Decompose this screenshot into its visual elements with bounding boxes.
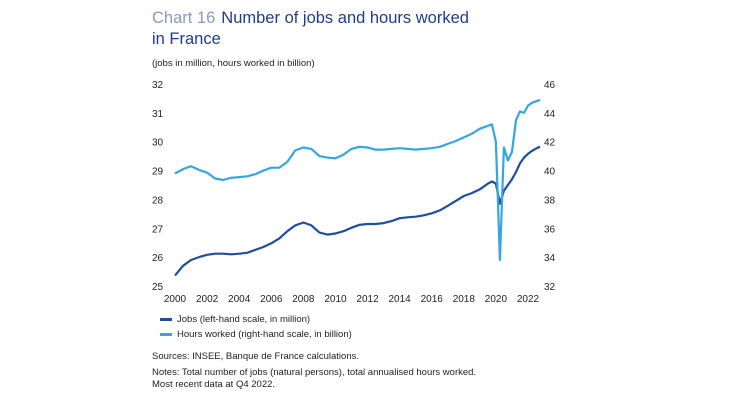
y-left-tick: 32 <box>152 80 164 91</box>
y-left-tick: 26 <box>152 253 164 264</box>
legend-label-jobs: Jobs (left-hand scale, in million) <box>177 314 311 325</box>
legend: Jobs (left-hand scale, in million) Hours… <box>160 312 352 342</box>
chart-title: Chart 16 Number of jobs and hours worked … <box>152 8 482 50</box>
y-left-tick: 30 <box>152 138 164 149</box>
legend-swatch-hours <box>160 333 172 336</box>
x-tick: 2008 <box>292 294 315 305</box>
chart-title-text: Number of jobs and hours worked in Franc… <box>152 9 469 48</box>
y-right-tick: 34 <box>544 253 556 264</box>
y-right-tick: 36 <box>544 224 556 235</box>
x-tick: 2022 <box>517 294 540 305</box>
chart-footnotes: Sources: INSEE, Banque de France calcula… <box>152 351 476 391</box>
y-left-tick: 28 <box>152 195 164 206</box>
x-tick: 2004 <box>228 294 251 305</box>
x-tick: 2016 <box>421 294 444 305</box>
legend-item-jobs: Jobs (left-hand scale, in million) <box>160 312 352 327</box>
x-tick: 2010 <box>324 294 347 305</box>
y-right-tick: 44 <box>544 109 556 120</box>
y-right-tick: 42 <box>544 138 556 149</box>
y-left-tick: 31 <box>152 109 164 120</box>
x-tick: 2002 <box>196 294 219 305</box>
x-tick: 2000 <box>164 294 187 305</box>
y-left-tick: 27 <box>152 224 164 235</box>
notes-text-1: Notes: Total number of jobs (natural per… <box>152 367 477 378</box>
legend-item-hours: Hours worked (right-hand scale, in billi… <box>160 327 352 342</box>
x-tick: 2020 <box>485 294 508 305</box>
x-tick: 2014 <box>389 294 412 305</box>
y-left-tick: 25 <box>152 282 164 293</box>
sources-text: Sources: INSEE, Banque de France calcula… <box>152 351 360 362</box>
y-right-tick: 46 <box>544 80 556 91</box>
chart-number: Chart 16 <box>152 9 216 27</box>
legend-swatch-jobs <box>160 318 172 321</box>
jobs-line <box>174 145 541 277</box>
y-right-tick: 40 <box>544 167 556 178</box>
notes-text-2: Most recent data at Q4 2022. <box>152 379 276 390</box>
x-tick: 2012 <box>356 294 379 305</box>
chart-subtitle: (jobs in million, hours worked in billio… <box>152 58 315 69</box>
y-right-tick: 32 <box>544 282 556 293</box>
hours-worked-line <box>174 98 541 262</box>
x-tick: 2006 <box>260 294 283 305</box>
y-left-tick: 29 <box>152 167 164 178</box>
y-right-tick: 38 <box>544 195 556 206</box>
legend-label-hours: Hours worked (right-hand scale, in billi… <box>177 329 352 340</box>
x-tick: 2018 <box>453 294 476 305</box>
